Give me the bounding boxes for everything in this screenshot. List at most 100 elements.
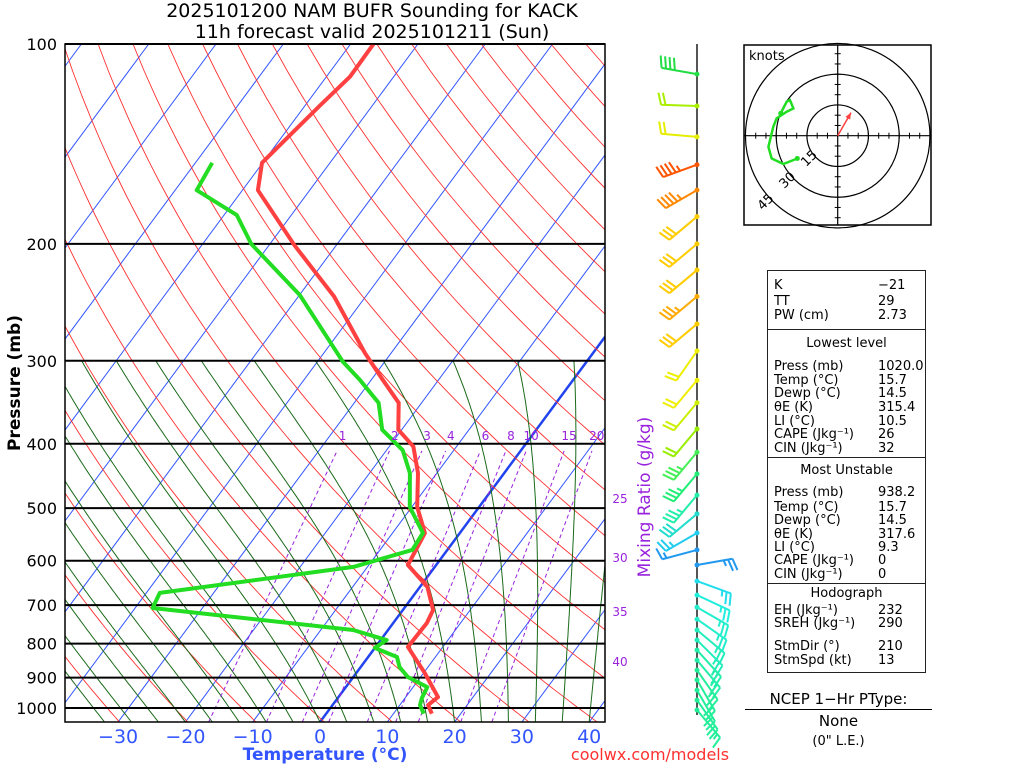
dry-adiabat <box>65 574 189 722</box>
wind-barb <box>694 697 719 740</box>
stat-label: θE (K) <box>774 527 813 542</box>
wind-barb-shaft <box>696 659 721 689</box>
stat-value: 232 <box>878 603 903 618</box>
wind-barb-half-feather <box>676 508 683 514</box>
freezing-isotherm <box>318 334 605 722</box>
credit-link[interactable]: coolwx.com/models <box>571 745 729 764</box>
profiles <box>150 44 440 715</box>
y-tick-label: 400 <box>26 435 57 454</box>
dry-adiabat <box>167 44 605 583</box>
wind-barb-shaft <box>696 669 719 701</box>
y-tick-label: 900 <box>26 669 57 688</box>
wind-barb-shaft <box>696 699 719 731</box>
wind-barb-feather <box>658 528 671 538</box>
mixing-ratio-label: 20 <box>589 429 604 443</box>
wind-barb-shaft <box>696 557 733 566</box>
y-tick-label: 500 <box>26 499 57 518</box>
wind-barb-feather <box>712 737 721 749</box>
wind-barb-feather <box>658 285 671 295</box>
isotherm <box>117 63 605 722</box>
wind-barb-shaft <box>673 428 698 458</box>
wind-barb-dot <box>694 616 700 622</box>
moist-adiabat <box>65 598 159 722</box>
stat-row: EH (Jkg⁻¹) 232 <box>774 604 921 618</box>
wind-barb-shaft <box>668 323 698 348</box>
dry-adiabat <box>271 44 605 446</box>
stat-value: 13 <box>878 653 895 668</box>
x-tick-label: −20 <box>165 726 205 748</box>
isotherm <box>65 44 284 340</box>
wind-barb-feather <box>657 92 662 105</box>
hodograph-ring <box>744 42 931 229</box>
stat-label: TT <box>774 294 790 309</box>
wind-barb-shaft <box>668 243 698 268</box>
wind-barb <box>662 377 700 409</box>
wind-barb-feather <box>660 539 671 550</box>
stat-row: Dewp (°C) 14.5 <box>774 514 921 528</box>
wind-barb-half-feather <box>676 194 683 200</box>
wind-barb <box>662 471 700 503</box>
ptype-title: NCEP 1−Hr PType: <box>769 690 908 708</box>
isotherm <box>65 44 553 704</box>
stat-row: CAPE (Jkg⁻¹) 0 <box>774 554 921 568</box>
wind-barb-feather <box>662 228 674 238</box>
dry-adiabat <box>65 146 530 722</box>
mixing-ratio-label: 10 <box>523 429 538 443</box>
wind-barb <box>694 604 730 638</box>
stat-value: 1020.0 <box>878 359 924 374</box>
stat-row: CAPE (Jkg⁻¹) 26 <box>774 428 921 442</box>
wind-barb-half-feather <box>676 487 683 492</box>
wind-barb-dot <box>694 677 700 683</box>
mixing-ratio-label: 8 <box>507 429 515 443</box>
stat-row: K −21 <box>774 279 921 293</box>
wind-barb-feather <box>706 725 716 736</box>
isotherm <box>252 245 605 722</box>
stat-value: 290 <box>878 616 903 631</box>
wind-barb-half-feather <box>712 733 719 740</box>
moist-adiabat <box>65 479 240 722</box>
isotherm <box>65 44 217 249</box>
wind-barb-feather <box>668 161 677 173</box>
x-tick-label: 20 <box>443 726 467 748</box>
stat-row: Press (mb) 938.2 <box>774 486 921 500</box>
isotherm <box>65 44 419 522</box>
moist-adiabat <box>588 559 605 722</box>
stat-row: PW (cm) 2.73 <box>774 309 921 323</box>
wind-barb-feather <box>665 470 678 478</box>
stat-label: StmDir (°) <box>774 639 840 654</box>
moist-adiabat <box>65 561 186 722</box>
stat-value: −21 <box>878 278 906 293</box>
wind-barb <box>662 449 700 481</box>
wind-barb-feather <box>665 253 677 263</box>
stat-label: Press (mb) <box>774 359 844 374</box>
hodograph-units: knots <box>749 49 785 64</box>
mixing-ratio-line <box>417 450 527 722</box>
wind-barb-dot <box>694 187 700 193</box>
wind-barb-dot <box>694 530 700 536</box>
stat-value: 0 <box>878 553 887 568</box>
wind-barb-dot <box>694 321 700 327</box>
moist-adiabat <box>561 360 577 722</box>
stat-value: 14.5 <box>878 386 907 401</box>
hodograph-trace <box>767 98 798 166</box>
stat-row: StmDir (°) 210 <box>774 640 921 654</box>
wind-barb <box>662 400 700 432</box>
wind-barb-feather <box>660 196 671 207</box>
dry-adiabat <box>132 44 605 631</box>
chart-title-line1: 2025101200 NAM BUFR Sounding for KACK <box>166 0 578 22</box>
wind-barb-dot <box>694 562 700 568</box>
mixing-ratio-side-label: 30 <box>612 551 627 565</box>
mixing-ratio-line <box>265 450 390 722</box>
stat-label: Dewp (°C) <box>774 513 841 528</box>
wind-barb-feather <box>668 191 679 203</box>
hodograph-trace-end <box>778 110 784 116</box>
wind-barb-half-feather <box>675 165 681 172</box>
wind-barb <box>694 578 732 606</box>
wind-barb-feather <box>668 466 681 474</box>
y-tick-label: 700 <box>26 596 57 615</box>
wind-barb-feather <box>665 333 677 343</box>
wind-barb-shaft <box>661 132 698 138</box>
wind-barb-feather <box>665 398 678 406</box>
wind-barb-feather <box>662 526 674 535</box>
wind-barb-half-feather <box>674 306 681 312</box>
